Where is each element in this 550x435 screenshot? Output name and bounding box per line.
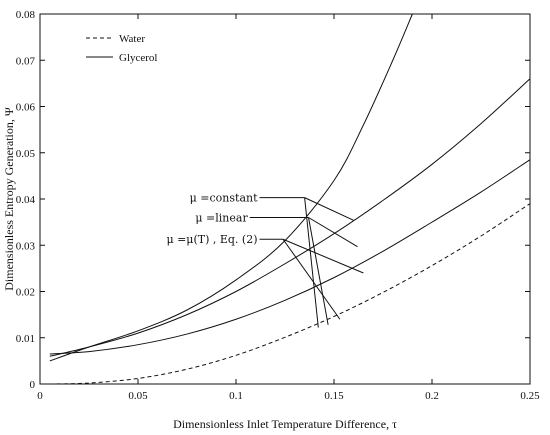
annotation-linear: μ =linear [195,212,358,325]
annotation-leader-line [308,217,358,248]
y-axis-label: Dimensionless Entropy Generation, Ψ [2,107,16,291]
legend: Water Glycerol [86,33,157,64]
annotation-label: μ =constant [190,192,258,205]
x-axis-label: Dimensionless Inlet Temperature Differen… [173,417,397,431]
series-line-glycerol-1 [49,159,531,355]
x-tick-label: 0.25 [520,390,540,402]
annotation-constant: μ =constant [190,192,354,328]
annotation-leader-line [304,197,319,328]
series-line-glycerol-2 [49,78,531,357]
legend-label-water: Water [119,33,145,45]
y-tick-label: 0.07 [16,55,36,67]
y-tick-label: 0.08 [16,9,36,21]
series-line-water [49,203,531,385]
annotation-label: μ =linear [195,212,248,225]
y-tick-label: 0.01 [16,333,35,345]
annotation-leader-line [304,197,354,221]
annotation-leader-line [282,238,364,274]
y-tick-label: 0.03 [16,240,36,252]
series-line-glycerol-3 [49,13,413,362]
plot-area-frame [39,13,531,385]
y-tick-label: 0.04 [16,194,36,206]
annotation-temperature-dependent: μ =μ(T) , Eq. (2) [166,233,364,320]
x-tick-label: 0.15 [324,390,344,402]
y-tick-label: 0.06 [16,102,36,114]
annotation-label: μ =μ(T) , Eq. (2) [166,233,257,246]
y-tick-label: 0.02 [16,287,35,299]
y-tick-label: 0 [30,379,36,391]
x-tick-label: 0 [37,390,43,402]
x-tick-label: 0.1 [229,390,243,402]
series-lines [49,13,531,385]
y-tick-label: 0.05 [16,148,36,160]
viscosity-annotations: μ =constant μ =linear μ =μ(T) , Eq. (2) [166,192,364,328]
annotation-leader-line [308,217,329,325]
axis-ticks: 0 0.05 0.1 0.15 0.2 0.25 0 0.01 0.02 0.03 0.04 0.05… [16,9,540,402]
legend-label-glycerol: Glycerol [119,52,157,64]
x-tick-label: 0.2 [425,390,439,402]
x-tick-label: 0.05 [128,390,148,402]
annotation-leader-line [282,238,341,320]
